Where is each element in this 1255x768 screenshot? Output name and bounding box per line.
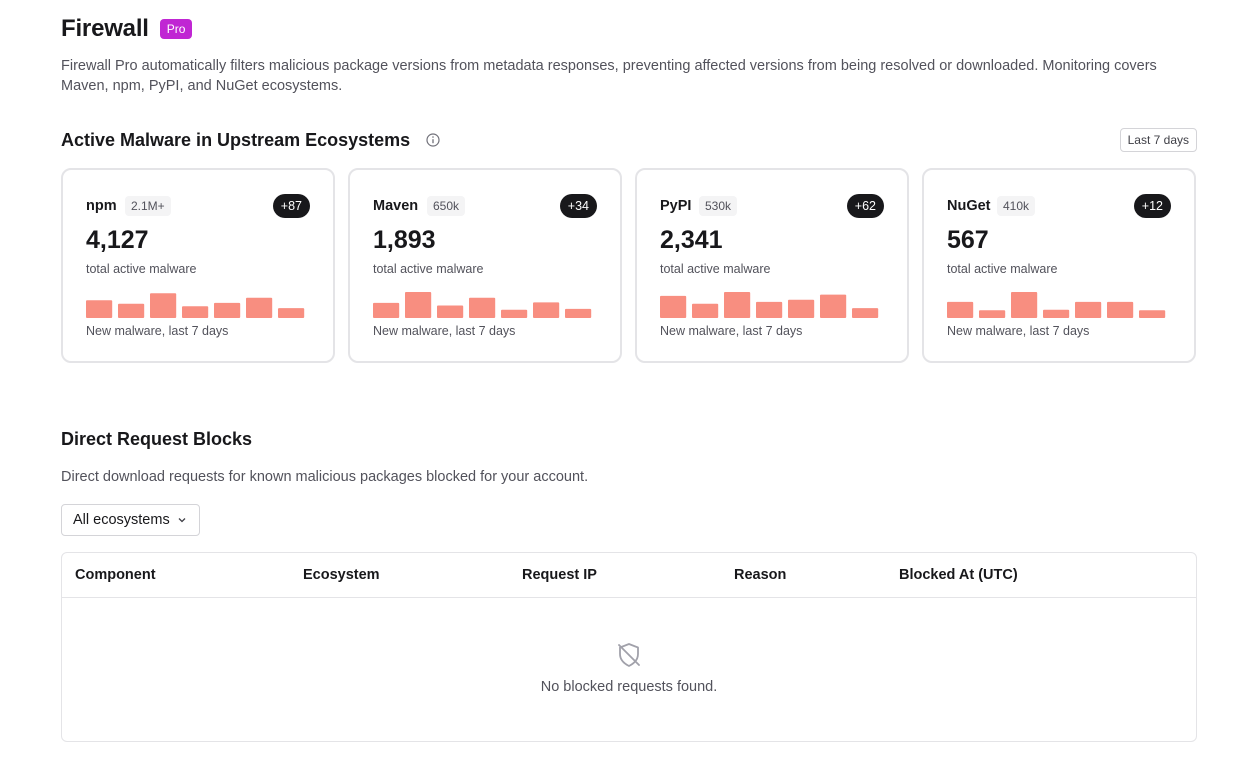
ecosystem-filter-value: All ecosystems bbox=[73, 512, 170, 528]
sparkline-chart bbox=[660, 292, 879, 318]
total-malware-label: total active malware bbox=[947, 262, 1058, 276]
section-title-blocks: Direct Request Blocks bbox=[61, 429, 253, 449]
shield-off-icon bbox=[618, 643, 640, 667]
sparkline-bar bbox=[405, 292, 432, 318]
sparkline-bar bbox=[437, 305, 464, 318]
sparkline-bar bbox=[660, 295, 687, 318]
sparkline-bar bbox=[150, 293, 177, 318]
table-header: Component Ecosystem Request IP Reason Bl… bbox=[62, 553, 1196, 598]
sparkline-bar bbox=[373, 302, 400, 318]
page-description: Firewall Pro automatically filters malic… bbox=[61, 58, 1157, 94]
sparkline-chart bbox=[373, 292, 592, 318]
total-malware-label: total active malware bbox=[373, 262, 484, 276]
sparkline-bar bbox=[1107, 301, 1134, 318]
total-malware-count: 567 bbox=[947, 226, 989, 254]
new-count-badge: +12 bbox=[1133, 194, 1171, 218]
title-row: Firewall Pro bbox=[61, 14, 193, 44]
new-count-badge: +87 bbox=[272, 194, 310, 218]
sparkline-bar bbox=[1139, 310, 1166, 318]
ecosystem-card-pypi[interactable]: PyPI 530k +62 2,341 total active malware… bbox=[635, 168, 909, 363]
total-malware-count: 2,341 bbox=[660, 226, 723, 254]
sparkline-bar bbox=[692, 303, 719, 318]
sparkline-bar bbox=[1075, 301, 1102, 318]
column-header-component[interactable]: Component bbox=[75, 567, 156, 583]
sparkline-caption: New malware, last 7 days bbox=[660, 324, 803, 338]
chevron-down-icon bbox=[178, 518, 186, 523]
column-header-reason[interactable]: Reason bbox=[734, 567, 787, 583]
blocks-description: Direct download requests for known malic… bbox=[61, 469, 589, 485]
sparkline-bar bbox=[979, 310, 1006, 318]
ecosystem-card-npm[interactable]: npm 2.1M+ +87 4,127 total active malware… bbox=[61, 168, 335, 363]
ecosystem-name: NuGet bbox=[947, 198, 991, 214]
sparkline-bar bbox=[246, 297, 273, 318]
total-malware-count: 1,893 bbox=[373, 226, 436, 254]
ecosystem-size-badge: 530k bbox=[699, 196, 738, 216]
info-circle-icon[interactable] bbox=[425, 132, 441, 148]
total-malware-count: 4,127 bbox=[86, 226, 149, 254]
ecosystem-card-maven[interactable]: Maven 650k +34 1,893 total active malwar… bbox=[348, 168, 622, 363]
date-range-button[interactable]: Last 7 days bbox=[1119, 128, 1197, 152]
sparkline-chart bbox=[86, 293, 305, 318]
column-header-ecosystem[interactable]: Ecosystem bbox=[303, 567, 380, 583]
ecosystem-name: PyPI bbox=[660, 198, 692, 214]
blocks-table: Component Ecosystem Request IP Reason Bl… bbox=[61, 552, 1197, 742]
sparkline-bar bbox=[86, 300, 113, 318]
column-header-blocked-at[interactable]: Blocked At (UTC) bbox=[899, 567, 1018, 583]
sparkline-caption: New malware, last 7 days bbox=[86, 324, 229, 338]
pro-badge: Pro bbox=[159, 19, 193, 39]
sparkline-bar bbox=[820, 294, 847, 318]
sparkline-bar bbox=[278, 308, 305, 318]
section-title-malware: Active Malware in Upstream Ecosystems bbox=[61, 130, 411, 150]
sparkline-bar bbox=[756, 301, 783, 318]
new-count-badge: +34 bbox=[559, 194, 597, 218]
ecosystem-size-badge: 410k bbox=[997, 196, 1036, 216]
sparkline-bar bbox=[1011, 292, 1038, 318]
ecosystem-card-nuget[interactable]: NuGet 410k +12 567 total active malware … bbox=[922, 168, 1196, 363]
ecosystem-cards: npm 2.1M+ +87 4,127 total active malware… bbox=[61, 168, 1196, 363]
sparkline-caption: New malware, last 7 days bbox=[947, 324, 1090, 338]
sparkline-bar bbox=[852, 308, 879, 318]
sparkline-bar bbox=[501, 309, 528, 318]
malware-section-header: Active Malware in Upstream Ecosystems La… bbox=[61, 128, 1197, 154]
total-malware-label: total active malware bbox=[660, 262, 771, 276]
column-header-request-ip[interactable]: Request IP bbox=[522, 567, 597, 583]
sparkline-bar bbox=[533, 302, 560, 318]
sparkline-bar bbox=[469, 297, 496, 318]
sparkline-bar bbox=[565, 308, 592, 318]
empty-state-text: No blocked requests found. bbox=[540, 679, 718, 695]
page-title: Firewall bbox=[61, 15, 149, 42]
total-malware-label: total active malware bbox=[86, 262, 197, 276]
sparkline-bar bbox=[788, 299, 815, 318]
sparkline-bar bbox=[947, 301, 974, 318]
sparkline-caption: New malware, last 7 days bbox=[373, 324, 516, 338]
new-count-badge: +62 bbox=[846, 194, 884, 218]
ecosystem-name: Maven bbox=[373, 198, 419, 214]
sparkline-bar bbox=[724, 292, 751, 318]
sparkline-bar bbox=[214, 302, 241, 318]
sparkline-bar bbox=[182, 306, 209, 318]
ecosystem-size-badge: 2.1M+ bbox=[125, 196, 171, 216]
ecosystem-size-badge: 650k bbox=[427, 196, 466, 216]
sparkline-bar bbox=[1043, 309, 1070, 318]
sparkline-bar bbox=[118, 303, 145, 318]
ecosystem-filter-select[interactable]: All ecosystems bbox=[61, 504, 200, 536]
sparkline-chart bbox=[947, 292, 1166, 318]
ecosystem-name: npm bbox=[86, 198, 117, 214]
